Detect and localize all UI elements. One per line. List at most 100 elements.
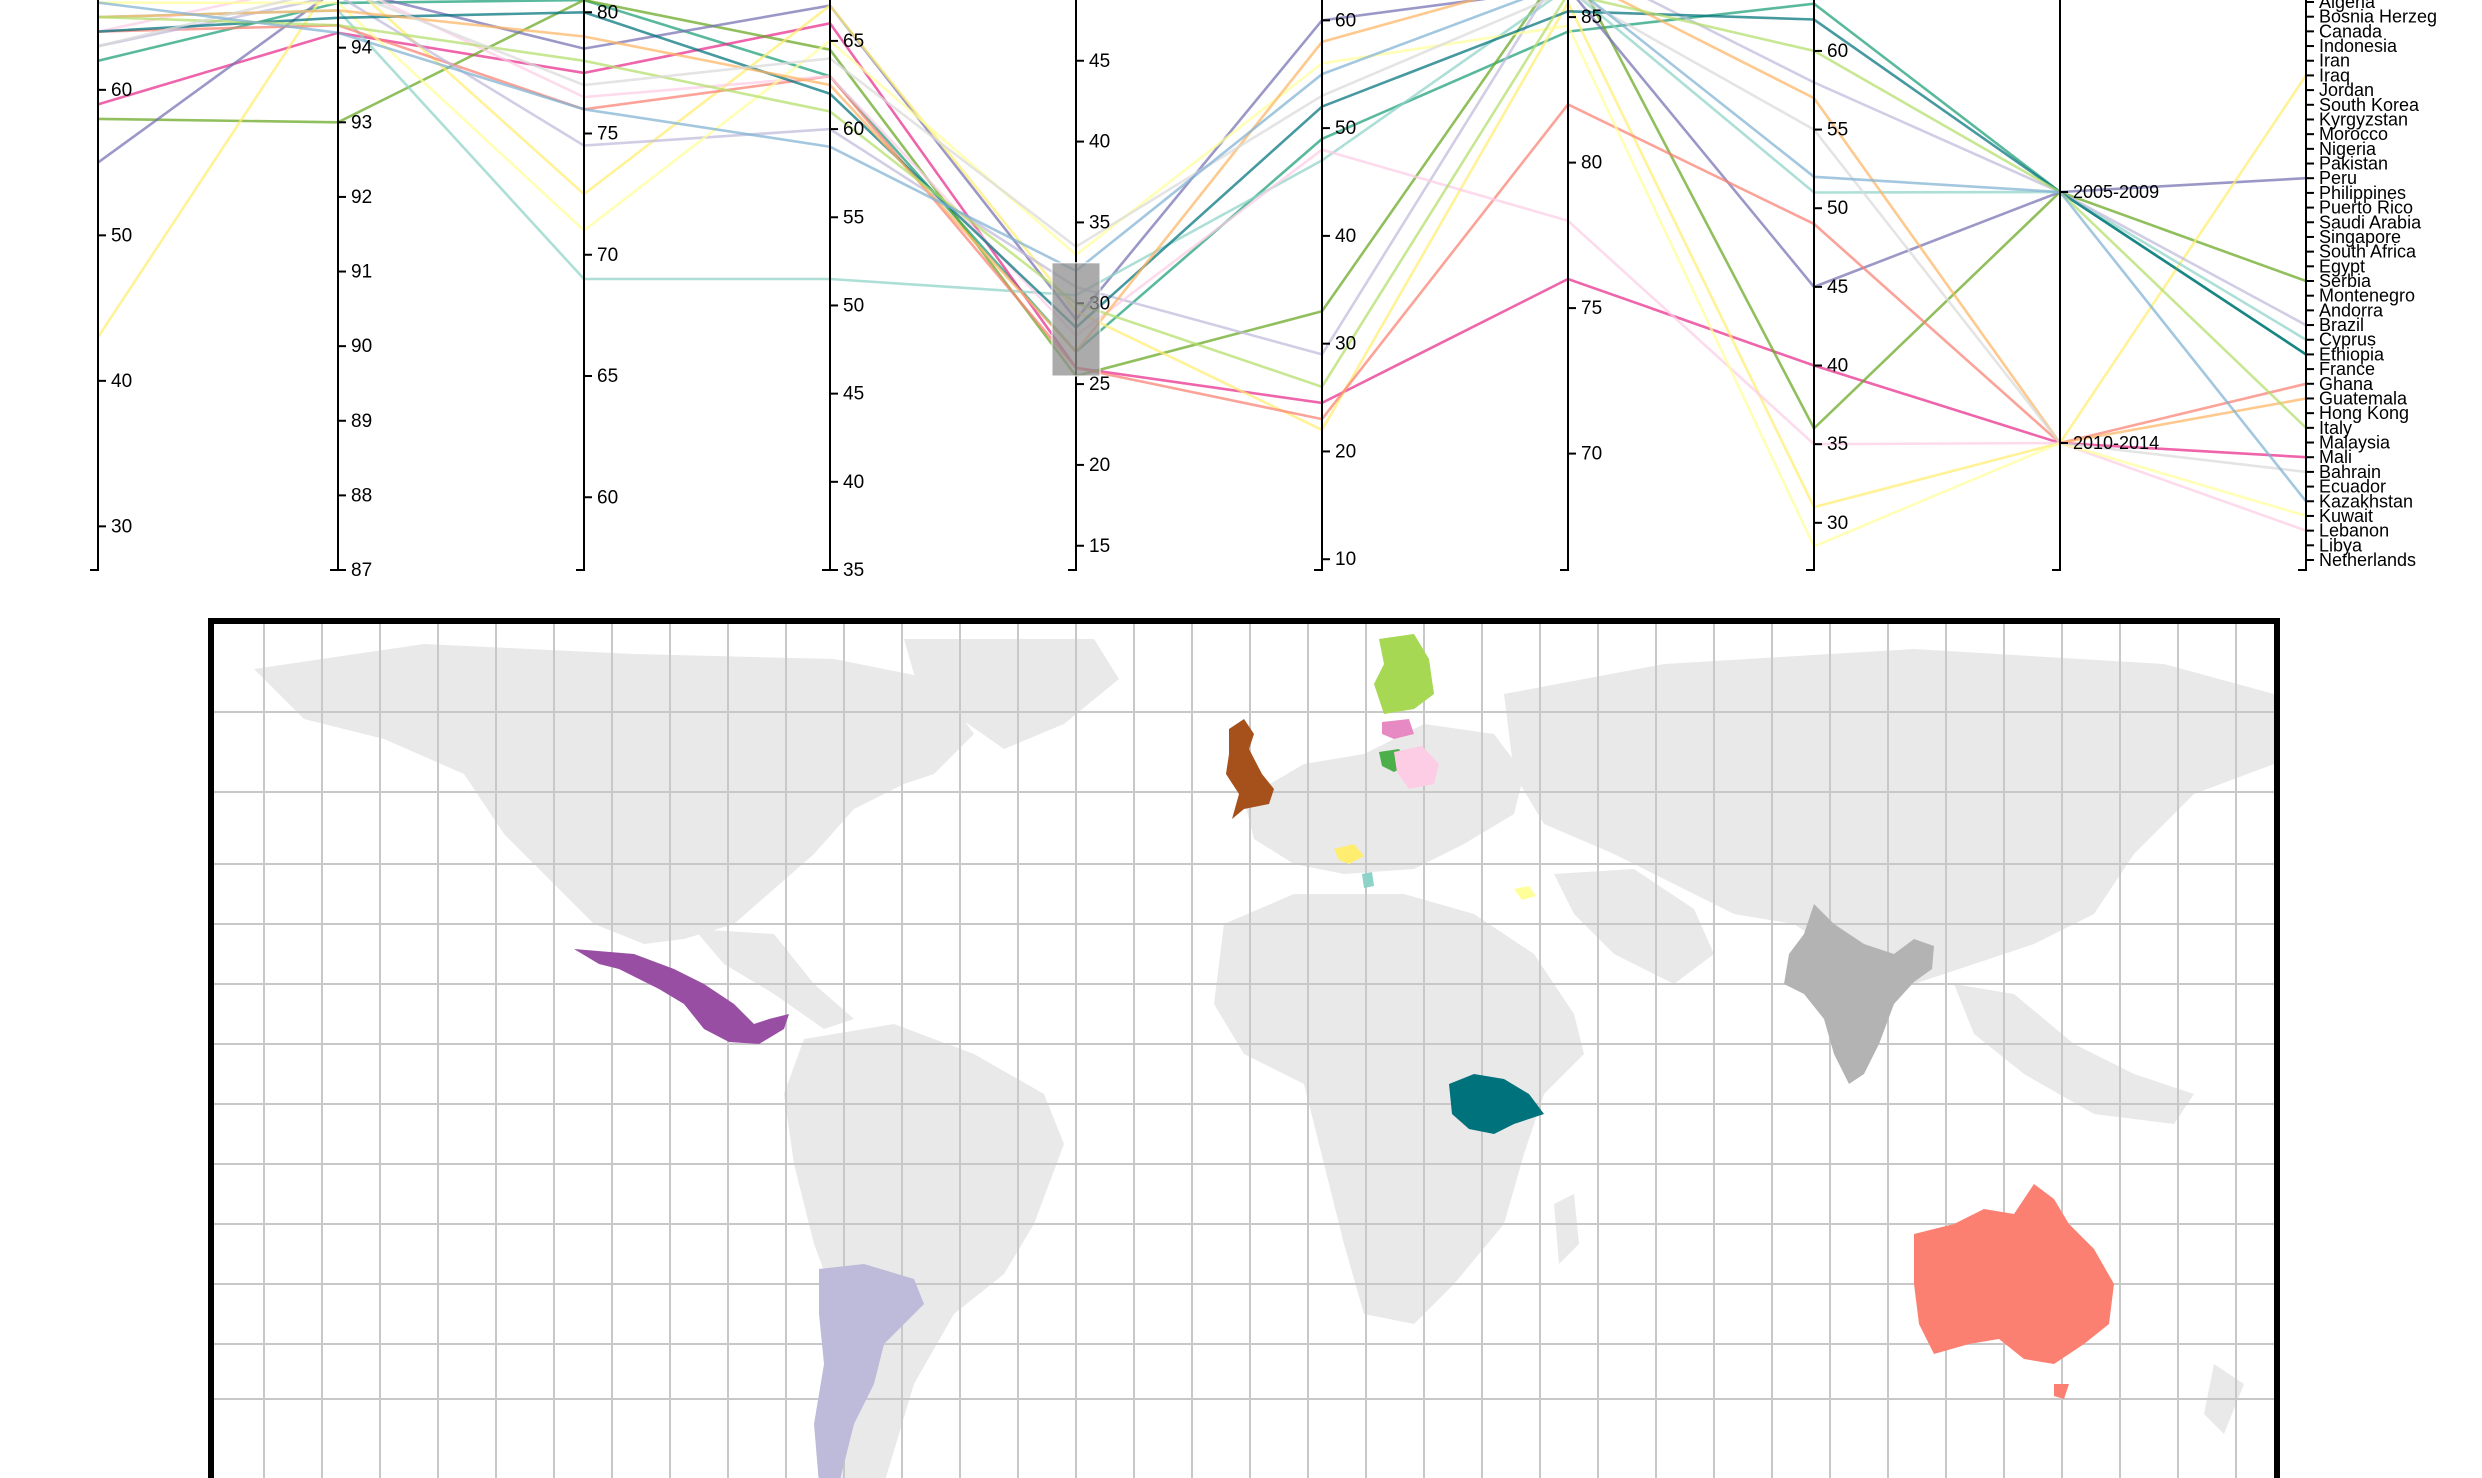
tick-label: Kuwait (2319, 506, 2373, 526)
tick-label: Guatemala (2319, 388, 2408, 408)
axis-a7[interactable]: 70 75 80 85 (1560, 0, 1602, 571)
tick-label: 90 (351, 336, 372, 357)
land-greenland (904, 639, 1119, 749)
country-australia[interactable] (1914, 1184, 2114, 1399)
axis-line (1806, 0, 1815, 571)
tick-label: Jordan (2319, 80, 2374, 100)
series-line-5 (96, 0, 2308, 509)
tick-label: Kyrgyzstan (2319, 109, 2408, 129)
world-map (214, 624, 2274, 1478)
tick-label: Bosnia Herzeg (2319, 7, 2437, 27)
tick-label: Ethiopia (2319, 344, 2385, 364)
axis-a1[interactable]: 30 40 50 60 (90, 0, 132, 571)
tick-label: 2005-2009 (2073, 182, 2159, 202)
tick-label: Iraq (2319, 65, 2350, 85)
tick-label: 40 (843, 472, 864, 493)
series-line-2 (97, 21, 2307, 459)
parallel-coordinates-chart: 30 40 50 60 87 88 89 90 91 92 93 94 60 65 70 75 80 35 40 45… (90, 0, 2437, 581)
tick-label: Canada (2319, 21, 2383, 41)
land-layer (254, 639, 2274, 1478)
tick-label: 65 (843, 31, 864, 52)
series-line-12 (97, 0, 2307, 445)
tick-label: 70 (597, 245, 618, 266)
country-finland[interactable] (1374, 634, 1434, 714)
country-slovenia[interactable] (1334, 844, 1364, 864)
tick-label: 91 (351, 262, 372, 283)
tick-label: 60 (597, 487, 618, 508)
tick-label: Algeria (2319, 0, 2376, 12)
tick-label: 55 (843, 207, 864, 228)
tick-label: Ecuador (2319, 477, 2386, 497)
series-line-15 (97, 0, 2308, 503)
country-belarus[interactable] (1394, 746, 1439, 789)
axis-line (2052, 0, 2061, 571)
country-armenia[interactable] (1514, 886, 1536, 900)
axis-a4[interactable]: 35 40 45 50 55 60 65 (822, 0, 864, 581)
tick-label: 30 (1827, 513, 1848, 534)
axis-a2[interactable]: 87 88 89 90 91 92 93 94 (330, 0, 373, 581)
tick-label: 80 (597, 2, 618, 23)
country-latvia[interactable] (1382, 719, 1414, 739)
tick-label: 60 (1335, 10, 1356, 31)
axis-a8[interactable]: 30 35 40 45 50 55 60 (1806, 0, 1848, 571)
tick-label: 75 (1581, 298, 1602, 319)
brush-selection[interactable] (1051, 262, 1101, 377)
tick-label: South Korea (2319, 95, 2420, 115)
tick-label: Libya (2319, 535, 2363, 555)
tick-label: 50 (843, 295, 864, 316)
country-ethiopia[interactable] (1449, 1074, 1544, 1134)
tick-label: 50 (1827, 198, 1848, 219)
tick-label: 35 (1827, 434, 1848, 455)
tick-label: Hong Kong (2319, 403, 2409, 423)
tick-label: 60 (1827, 41, 1848, 62)
land-europe (1244, 724, 1524, 874)
series-line-9 (97, 0, 2307, 532)
tick-label: 35 (1089, 212, 1110, 233)
tick-label: 15 (1089, 536, 1110, 557)
country-india[interactable] (1784, 904, 1934, 1084)
tick-label: 89 (351, 411, 372, 432)
axis-line (330, 0, 339, 571)
tick-label: 50 (1335, 118, 1356, 139)
tick-label: 70 (1581, 444, 1602, 465)
tick-label: 88 (351, 485, 372, 506)
axes-layer: 30 40 50 60 87 88 89 90 91 92 93 94 60 65 70 75 80 35 40 45… (90, 0, 2437, 581)
tick-label: 94 (351, 38, 373, 59)
tick-label: 10 (1335, 549, 1356, 570)
series-line-8 (97, 0, 2307, 356)
tick-label: 50 (111, 225, 132, 246)
tick-label: 60 (111, 80, 132, 101)
land-middle-east (1554, 869, 1714, 984)
tick-label: 40 (1089, 132, 1110, 153)
series-line-7 (97, 23, 2307, 445)
tick-label: Peru (2319, 168, 2357, 188)
tick-label: 45 (843, 384, 864, 405)
country-mexico[interactable] (574, 949, 789, 1044)
tick-label: 40 (1827, 356, 1848, 377)
tick-label: 35 (843, 560, 864, 581)
land-north-america (254, 644, 974, 944)
axis-line (1068, 0, 1077, 571)
axis-a9[interactable]: 2005-2009 2010-2014 (2052, 0, 2159, 571)
tick-label: 30 (111, 516, 132, 537)
axis-line (90, 0, 99, 571)
country-montenegro[interactable] (1362, 872, 1374, 888)
country-uk[interactable] (1226, 719, 1274, 819)
tick-label: 75 (597, 124, 618, 145)
tick-label: Iran (2319, 51, 2350, 71)
tick-label: Singapore (2319, 227, 2401, 247)
tick-label: Puerto Rico (2319, 198, 2413, 218)
tick-label: France (2319, 359, 2375, 379)
tick-label: 20 (1089, 455, 1110, 476)
axis-a3[interactable]: 60 65 70 75 80 (576, 0, 618, 571)
axis-a6[interactable]: 10 20 30 40 50 60 (1314, 0, 1356, 571)
tick-label: Saudi Arabia (2319, 212, 2422, 232)
tick-label: Pakistan (2319, 154, 2388, 174)
country-argentina[interactable] (814, 1264, 924, 1478)
tick-label: Nigeria (2319, 139, 2377, 159)
tick-label: Italy (2319, 418, 2352, 438)
tick-label: 2010-2014 (2073, 433, 2159, 453)
tick-label: 65 (597, 366, 618, 387)
series-line-3 (97, 0, 2307, 431)
